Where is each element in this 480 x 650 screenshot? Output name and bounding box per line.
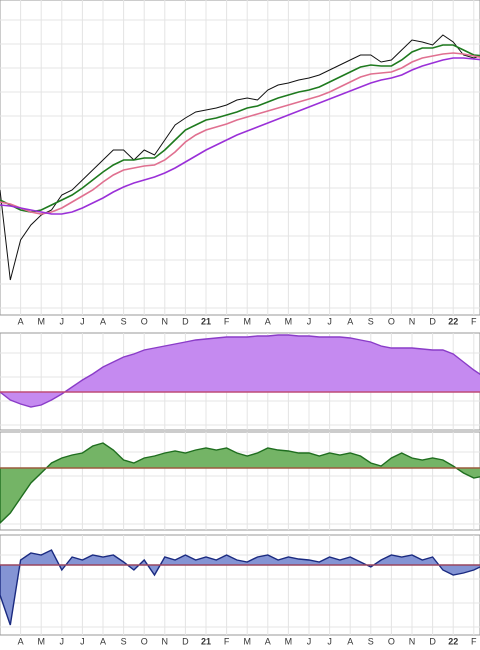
x-tick-label: A bbox=[100, 316, 106, 326]
x-tick-label: J bbox=[80, 636, 85, 646]
x-tick-label: M bbox=[37, 636, 45, 646]
x-tick-label: S bbox=[121, 636, 127, 646]
panel-frame bbox=[0, 0, 480, 316]
x-tick-label: M bbox=[285, 636, 293, 646]
x-tick-label: J bbox=[307, 316, 312, 326]
x-tick-label: S bbox=[368, 636, 374, 646]
panel-frame bbox=[0, 332, 480, 431]
x-tick-label: 22 bbox=[448, 316, 458, 326]
x-tick-label: A bbox=[347, 316, 353, 326]
indicator-area bbox=[0, 442, 480, 524]
x-tick-label: A bbox=[18, 636, 24, 646]
x-tick-label: A bbox=[265, 316, 271, 326]
x-tick-label: F bbox=[471, 316, 477, 326]
price-line bbox=[0, 52, 480, 215]
indicator-area bbox=[0, 334, 480, 408]
x-tick-label: N bbox=[162, 316, 169, 326]
panel-frame bbox=[0, 431, 480, 531]
x-tick-label: J bbox=[60, 636, 65, 646]
price-line bbox=[0, 44, 480, 213]
x-tick-label: N bbox=[162, 636, 169, 646]
x-tick-label: A bbox=[100, 636, 106, 646]
x-tick-label: M bbox=[37, 316, 45, 326]
x-tick-label: N bbox=[409, 636, 416, 646]
x-tick-label: F bbox=[471, 636, 477, 646]
x-tick-label: 22 bbox=[448, 636, 458, 646]
x-tick-label: N bbox=[409, 316, 416, 326]
x-tick-label: 21 bbox=[201, 636, 211, 646]
x-tick-label: D bbox=[182, 636, 189, 646]
x-tick-label: D bbox=[182, 316, 189, 326]
panel-frame bbox=[0, 534, 480, 636]
price-line bbox=[0, 57, 480, 215]
price-line bbox=[0, 34, 480, 281]
x-tick-label: M bbox=[285, 316, 293, 326]
x-tick-label: A bbox=[18, 316, 24, 326]
x-tick-label: M bbox=[243, 636, 251, 646]
x-tick-label: J bbox=[60, 316, 65, 326]
x-tick-label: F bbox=[224, 316, 230, 326]
x-tick-label: O bbox=[141, 316, 148, 326]
x-tick-label: J bbox=[307, 636, 312, 646]
x-tick-label: J bbox=[327, 316, 332, 326]
x-tick-label: 21 bbox=[201, 316, 211, 326]
x-tick-label: O bbox=[388, 636, 395, 646]
x-tick-label: A bbox=[265, 636, 271, 646]
x-tick-label: M bbox=[243, 316, 251, 326]
x-tick-label: S bbox=[121, 316, 127, 326]
x-tick-label: A bbox=[347, 636, 353, 646]
x-tick-label: F bbox=[224, 636, 230, 646]
x-tick-label: O bbox=[141, 636, 148, 646]
x-tick-label: O bbox=[388, 316, 395, 326]
x-tick-label: D bbox=[429, 636, 436, 646]
x-tick-label: J bbox=[327, 636, 332, 646]
x-tick-label: D bbox=[429, 316, 436, 326]
x-tick-label: S bbox=[368, 316, 374, 326]
x-tick-label: J bbox=[80, 316, 85, 326]
